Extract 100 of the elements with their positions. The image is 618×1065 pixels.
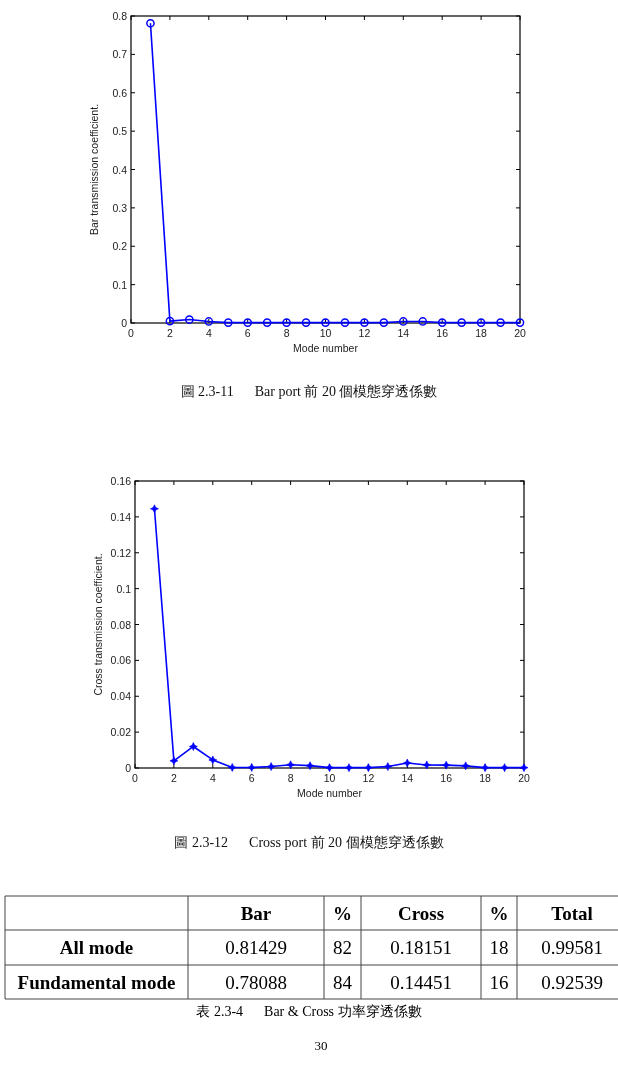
point	[286, 760, 295, 770]
point	[476, 318, 486, 327]
text: 30	[314, 1038, 328, 1053]
point	[340, 318, 350, 327]
point	[360, 318, 369, 327]
x-tick-label: 6	[244, 327, 251, 339]
x-tick-label: 2	[166, 327, 173, 339]
text: 0.18151	[390, 937, 452, 958]
point	[344, 763, 354, 772]
point	[480, 763, 490, 772]
x-tick-label: 8	[287, 772, 294, 784]
y-axis-title: Bar transmission coefficient.	[88, 103, 100, 236]
text: 84	[333, 972, 353, 993]
y-tick-label: 0.3	[112, 201, 128, 214]
point	[398, 317, 408, 326]
point	[169, 756, 179, 766]
point	[515, 318, 525, 327]
x-tick-label: 10	[323, 772, 336, 784]
y-tick-label: 0.4	[112, 163, 128, 176]
y-tick-label: 0.1	[116, 582, 132, 595]
point	[364, 763, 373, 772]
text: 0.99581	[541, 937, 603, 958]
x-axis-title: Mode number	[297, 787, 363, 799]
text: 16	[489, 972, 509, 993]
point	[266, 762, 276, 771]
y-tick-label: 0.16	[110, 475, 132, 487]
point	[457, 318, 466, 327]
y-tick-label: 0	[121, 317, 128, 329]
y-tick-label: 0.06	[110, 654, 132, 667]
point	[247, 763, 256, 772]
point	[321, 318, 330, 327]
text: Bar	[240, 903, 272, 924]
x-tick-label: 14	[397, 327, 410, 339]
y-tick-label: 0.2	[112, 240, 128, 253]
text: 0.92539	[541, 972, 603, 993]
point	[325, 763, 334, 772]
x-axis-title: Mode number	[293, 342, 359, 354]
point	[223, 318, 233, 327]
x-tick-label: 16	[436, 327, 449, 339]
point	[383, 762, 393, 771]
y-tick-label: 0.14	[110, 510, 132, 523]
text: 18	[489, 937, 509, 958]
y-tick-label: 0.1	[112, 278, 128, 291]
x-tick-label: 2	[170, 772, 177, 784]
point	[204, 317, 214, 326]
point	[418, 317, 428, 326]
point	[150, 504, 159, 514]
point	[301, 318, 311, 327]
point	[185, 315, 194, 324]
point	[305, 761, 315, 770]
y-tick-label: 0.6	[112, 86, 128, 99]
y-tick-label: 0.04	[110, 690, 132, 703]
y-tick-label: 0.8	[112, 10, 128, 22]
text: Total	[551, 903, 593, 924]
point	[461, 761, 470, 771]
point	[189, 742, 198, 751]
text: Cross	[397, 903, 445, 924]
text: 圖 2.3-11 Bar port 前 20 個模態穿透係數	[180, 384, 438, 399]
text: 0.78088	[225, 972, 287, 993]
text: 0.81429	[225, 937, 287, 958]
text: All mode	[59, 937, 134, 958]
point	[208, 755, 218, 765]
y-tick-label: 0.5	[112, 125, 128, 138]
x-tick-label: 10	[319, 327, 332, 339]
y-tick-label: 0.08	[110, 618, 132, 631]
x-tick-label: 12	[358, 327, 371, 339]
x-tick-label: 18	[479, 772, 492, 784]
point	[519, 763, 529, 772]
point	[379, 318, 389, 327]
point	[403, 758, 412, 768]
x-tick-label: 14	[401, 772, 414, 784]
point	[422, 760, 432, 770]
point	[243, 318, 253, 327]
y-tick-label: 0.7	[112, 48, 128, 61]
point	[496, 318, 505, 327]
point	[441, 760, 451, 770]
y-axis-title: Cross transmission coefficient.	[92, 553, 104, 696]
x-tick-label: 4	[209, 772, 216, 784]
point	[500, 763, 509, 772]
x-tick-label: 16	[440, 772, 453, 784]
x-tick-label: 20	[518, 772, 530, 784]
point	[262, 318, 272, 327]
x-tick-label: 18	[475, 327, 488, 339]
x-tick-label: 6	[248, 772, 255, 784]
x-tick-label: 8	[283, 327, 290, 339]
y-tick-label: 0.12	[110, 546, 132, 559]
text: 圖 2.3-12 Cross port 前 20 個模態穿透係數	[174, 835, 444, 850]
point	[227, 763, 237, 772]
point	[146, 18, 155, 28]
text: %	[333, 903, 352, 924]
text: Fundamental mode	[17, 972, 176, 993]
point	[282, 318, 291, 327]
y-tick-label: 0.02	[110, 726, 132, 739]
text: 82	[333, 937, 352, 958]
text: %	[489, 903, 509, 924]
x-tick-label: 4	[205, 327, 212, 339]
x-tick-label: 20	[514, 327, 526, 339]
text: 0.14451	[390, 972, 452, 993]
text: 表 2.3-4 Bar & Cross 功率穿透係數	[196, 1004, 422, 1019]
x-tick-label: 12	[362, 772, 375, 784]
